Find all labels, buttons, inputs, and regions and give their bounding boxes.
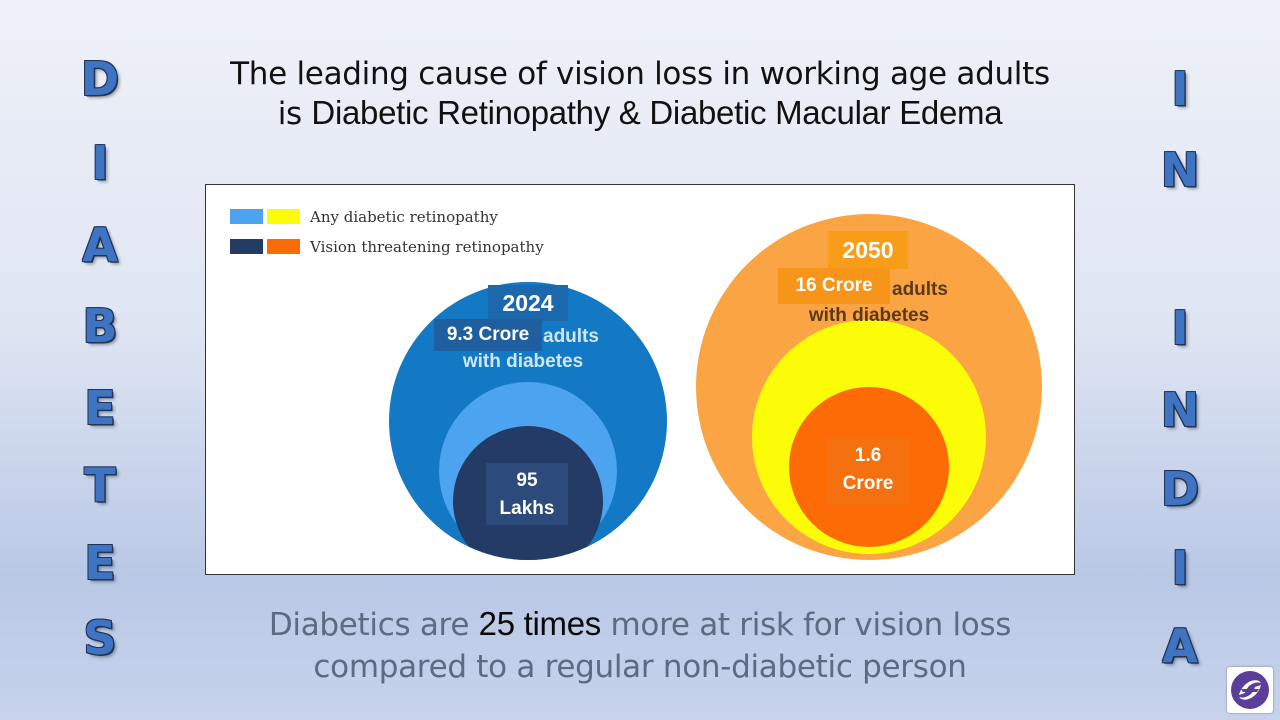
left-letter: S — [83, 611, 117, 665]
title-highlight: Diabetic Retinopathy & Diabetic Macular … — [311, 94, 1003, 132]
value-badge-2050-adults: 16 Crore — [778, 268, 890, 304]
risk-statement: Diabetics are 25 times more at risk for … — [160, 602, 1120, 689]
left-letter: T — [84, 458, 116, 512]
right-letter: I — [1171, 301, 1189, 355]
risk-line-2: compared to a regular non-diabetic perso… — [313, 648, 967, 685]
title-prefix: is — [277, 96, 312, 133]
legend-swatch-any-yellow — [267, 209, 300, 224]
legend-swatch-any-blue — [230, 209, 263, 224]
vtr-2024-line2: Lakhs — [499, 497, 555, 519]
year-badge-2024: 2024 — [488, 285, 568, 321]
legend-label-any: Any diabetic retinopathy — [309, 208, 498, 226]
legend-swatch-vision-orange — [267, 239, 300, 254]
title-line-2: is Diabetic Retinopathy & Diabetic Macul… — [160, 93, 1120, 133]
value-badge-2050-vtr: 1.6 Crore — [827, 437, 909, 505]
page-title: The leading cause of vision loss in work… — [160, 56, 1120, 133]
vtr-2024-line1: 95 — [516, 470, 538, 491]
swirl-logo-icon — [1227, 667, 1273, 713]
left-letter: E — [84, 381, 116, 435]
risk-highlight: 25 times — [478, 605, 602, 642]
label-2050-diabetes-text: with diabetes — [808, 305, 929, 326]
label-2050-adults-text: adults — [892, 279, 948, 300]
left-letter: E — [84, 536, 116, 590]
right-letter: I — [1171, 62, 1189, 116]
year-badge-2050: 2050 — [828, 231, 908, 269]
diagram-canvas: Any diabetic retinopathy Vision threaten… — [230, 208, 1042, 560]
legend-label-vision: Vision threatening retinopathy — [309, 238, 544, 256]
right-letter: N — [1160, 383, 1200, 437]
logo-graphic — [1231, 671, 1269, 709]
right-letter: I — [1171, 541, 1189, 595]
right-letter: D — [1160, 462, 1200, 516]
vtr-2050-line1: 1.6 — [854, 445, 882, 466]
left-letter: D — [80, 52, 120, 106]
risk-line-1: Diabetics are 25 times more at risk for … — [160, 602, 1120, 647]
retinopathy-diagram: Any diabetic retinopathy Vision threaten… — [205, 184, 1075, 575]
value-badge-2024-adults: 9.3 Crore — [434, 319, 542, 351]
vtr-2050-line2: Crore — [842, 472, 894, 494]
left-letter: A — [82, 218, 118, 272]
left-letter: I — [91, 136, 109, 190]
title-line-1: The leading cause of vision loss in work… — [230, 56, 1050, 92]
value-badge-2024-vtr: 95 Lakhs — [486, 463, 568, 525]
label-2024-adults-text: adults — [543, 326, 599, 347]
risk-suffix: more at risk for vision loss — [600, 607, 1012, 643]
left-letter: B — [82, 299, 118, 353]
legend-swatch-vision-navy — [230, 239, 263, 254]
right-letter: N — [1160, 143, 1200, 197]
label-2024-diabetes-text: with diabetes — [462, 351, 583, 372]
risk-prefix: Diabetics are — [268, 607, 479, 643]
right-letter: A — [1162, 619, 1198, 673]
